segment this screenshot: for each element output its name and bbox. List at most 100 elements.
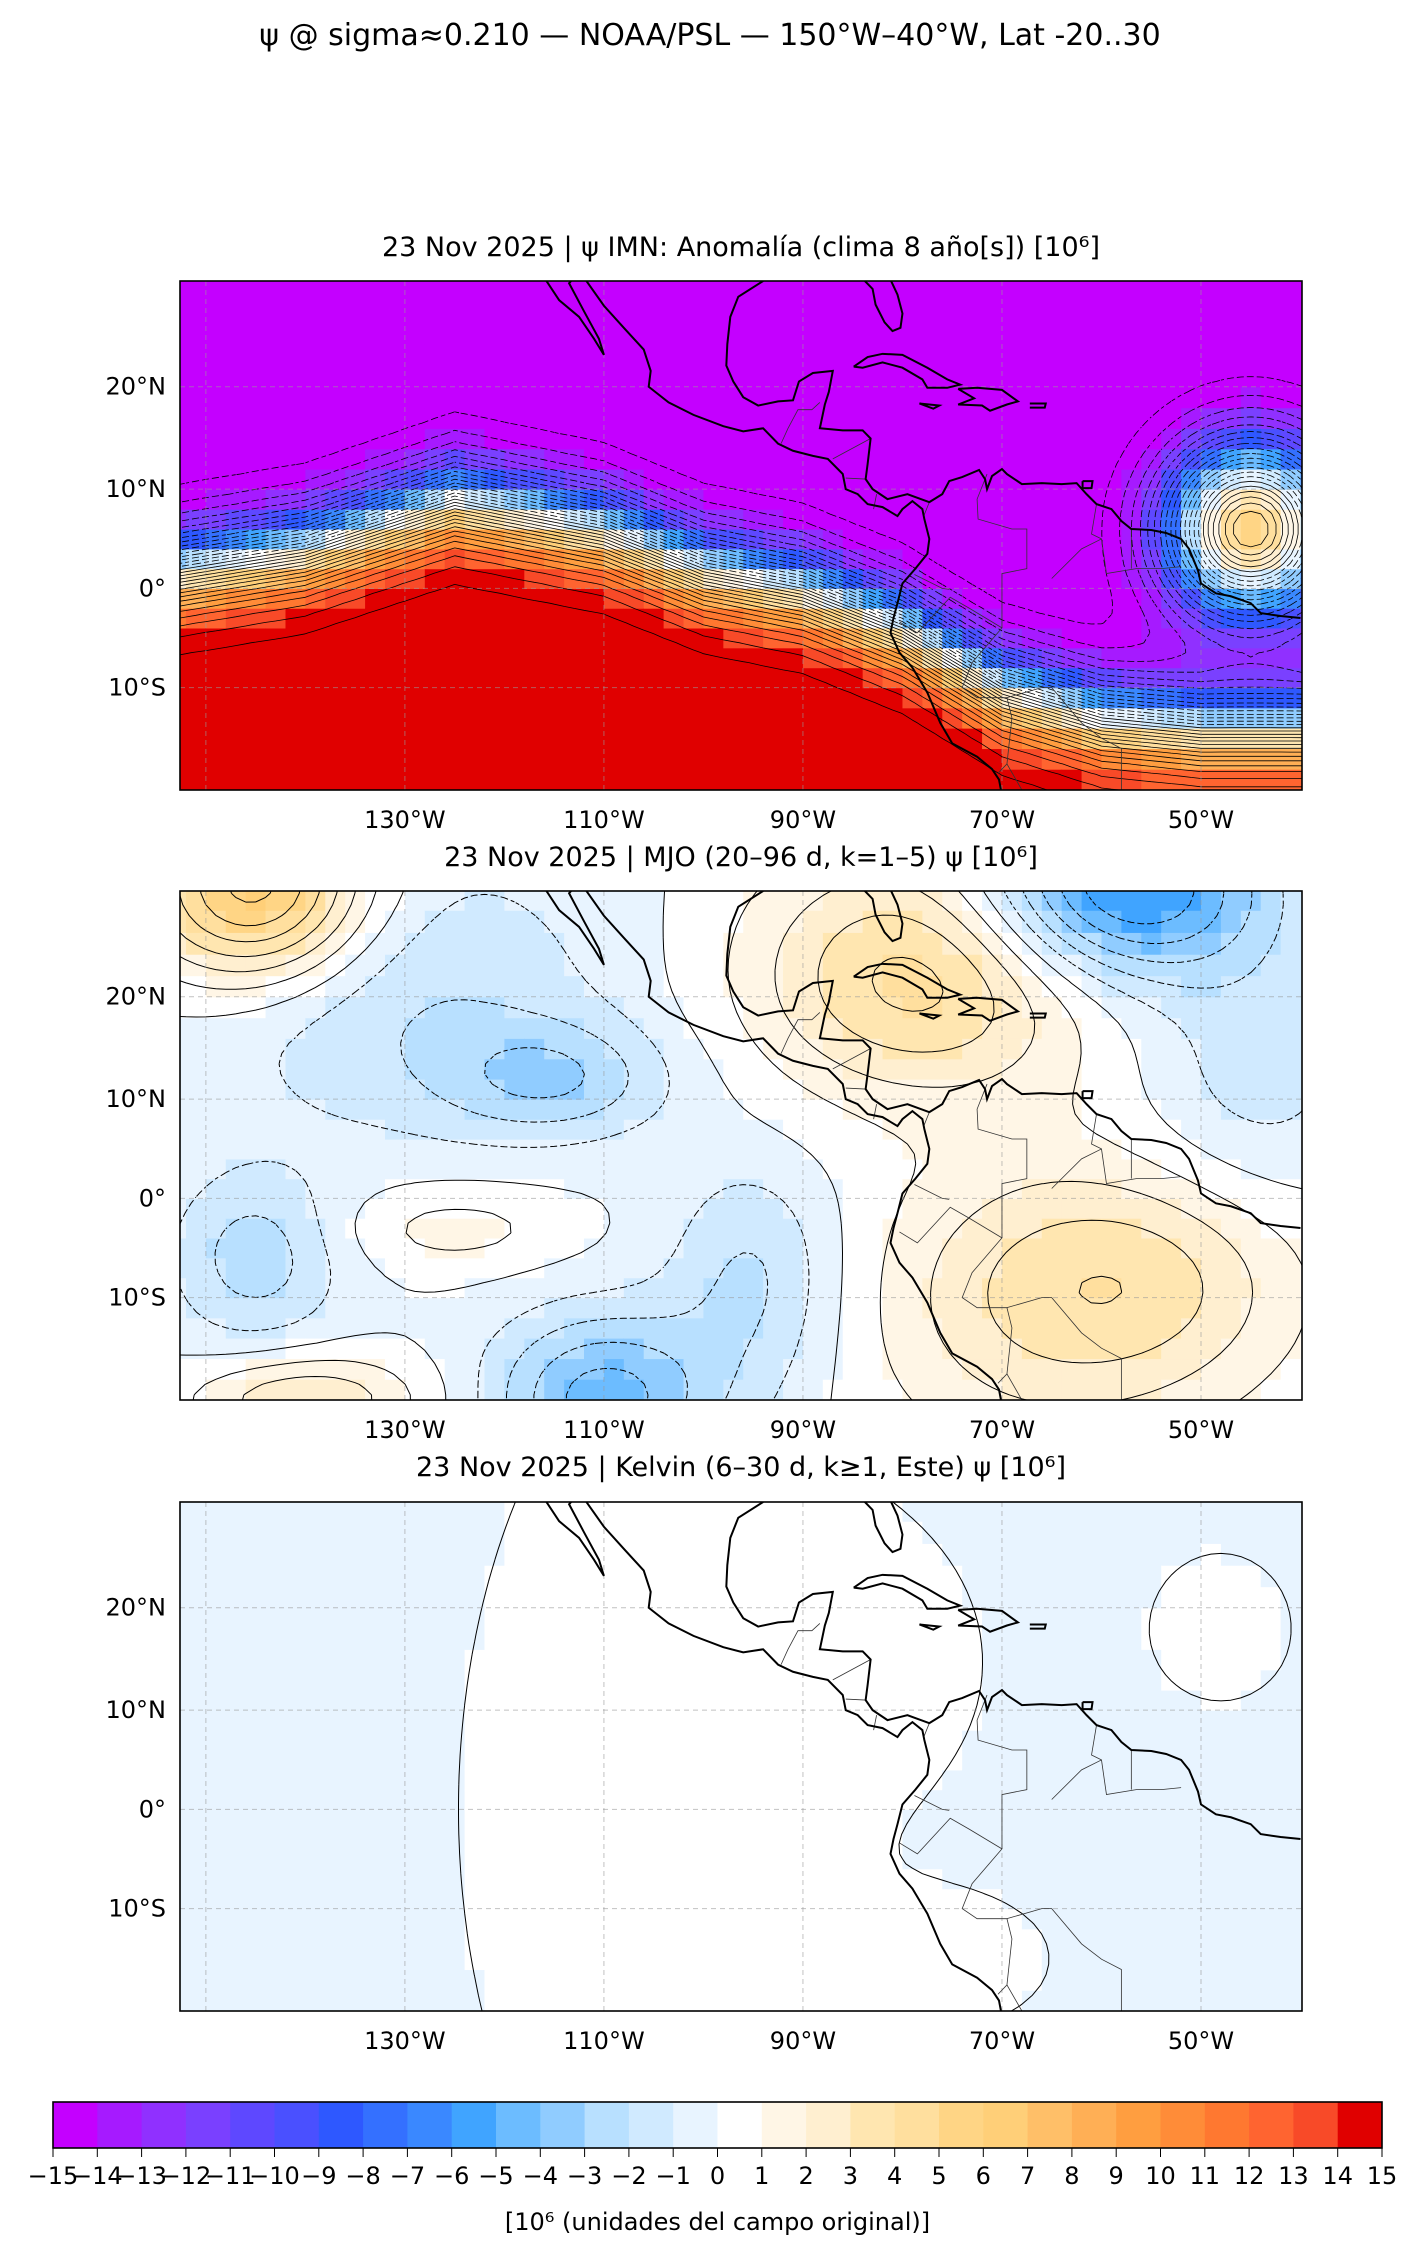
field-cell	[862, 1769, 884, 1791]
field-cell	[285, 1649, 306, 1671]
field-cell	[842, 667, 864, 689]
field-cell	[942, 1829, 963, 1850]
field-cell	[1161, 281, 1182, 301]
field-cell	[683, 1928, 705, 1950]
field-cell	[1200, 891, 1222, 911]
field-cell	[1240, 1908, 1262, 1930]
field-cell	[862, 1750, 884, 1771]
field-cell	[305, 1358, 326, 1380]
field-cell	[1141, 748, 1162, 770]
field-cell	[1181, 365, 1202, 388]
field-cell	[1141, 1521, 1162, 1544]
field-cell	[1200, 1669, 1222, 1691]
field-cell	[703, 1198, 724, 1219]
field-cell	[882, 1139, 904, 1160]
field-cell	[842, 407, 864, 429]
field-cell	[843, 1499, 864, 1500]
field-cell	[822, 1543, 844, 1566]
field-cell	[703, 509, 724, 530]
field-cell	[404, 1317, 426, 1339]
field-cell	[623, 1317, 645, 1339]
field-cell	[444, 1297, 466, 1319]
field-cell	[1041, 1078, 1063, 1100]
field-cell	[1260, 489, 1282, 510]
field-cell	[603, 588, 625, 609]
field-cell	[1200, 996, 1222, 1019]
field-cell	[603, 996, 625, 1019]
colorbar-swatch	[496, 2102, 541, 2148]
lon-tick-label: 110°W	[563, 1416, 645, 1444]
field-cell	[962, 1379, 983, 1400]
contour-2	[180, 891, 1254, 1400]
field-cell	[444, 1099, 466, 1120]
field-cell	[1121, 1868, 1142, 1890]
field-cell	[365, 627, 386, 649]
field-cell	[1041, 1297, 1063, 1319]
field-cell	[643, 1178, 665, 1199]
field-cell	[1280, 1078, 1302, 1100]
field-cell	[345, 1710, 366, 1731]
field-cell	[942, 1119, 963, 1140]
field-cell	[743, 1789, 764, 1810]
field-cell	[1220, 529, 1242, 550]
field-cell	[225, 281, 247, 301]
field-cell	[504, 1710, 525, 1731]
field-cell	[743, 1119, 764, 1140]
field-cell	[643, 1969, 665, 1991]
field-cell	[643, 300, 665, 323]
field-cell	[1300, 910, 1302, 933]
field-cell	[703, 1499, 724, 1500]
field-cell	[185, 1848, 207, 1870]
field-cell	[265, 1277, 287, 1299]
field-cell	[584, 748, 605, 770]
field-cell	[962, 1139, 983, 1160]
field-cell	[842, 365, 864, 388]
field-cell	[982, 1649, 1003, 1671]
field-cell	[822, 1099, 844, 1120]
field-cell	[1061, 1809, 1083, 1830]
field-cell	[882, 728, 904, 750]
field-cell	[663, 1868, 685, 1890]
field-cell	[723, 1829, 744, 1850]
field-cell	[623, 1669, 645, 1691]
field-cell	[524, 489, 545, 510]
field-cell	[1280, 1928, 1302, 1950]
field-cell	[1280, 386, 1302, 409]
field-cell	[1001, 489, 1023, 510]
field-cell	[584, 1949, 605, 1971]
field-cell	[464, 1888, 486, 1910]
field-cell	[305, 1277, 326, 1299]
field-cell	[1081, 1689, 1103, 1711]
field-cell	[1041, 1829, 1063, 1850]
field-cell	[1260, 1628, 1282, 1650]
field-cell	[862, 1928, 884, 1950]
field-cell	[464, 1586, 486, 1609]
field-cell	[763, 687, 784, 709]
field-cell	[584, 954, 605, 977]
field-cell	[1220, 954, 1242, 977]
field-cell	[1181, 1338, 1202, 1360]
colorbar-tick-label: −1	[656, 2162, 691, 2190]
field-cell	[185, 1543, 207, 1566]
field-cell	[783, 1099, 804, 1120]
field-cell	[285, 769, 306, 790]
field-cell	[404, 707, 426, 729]
field-cell	[743, 386, 764, 409]
field-cell	[205, 1888, 227, 1910]
field-cell	[822, 1990, 844, 2011]
field-cell	[504, 1119, 525, 1140]
field-cell	[1021, 1908, 1043, 1930]
field-cell	[205, 1198, 227, 1219]
field-cell	[404, 1586, 426, 1609]
field-cell	[683, 509, 705, 530]
field-cell	[1220, 667, 1242, 689]
field-cell	[325, 344, 346, 367]
field-cell	[245, 1139, 267, 1160]
field-cell	[743, 975, 764, 998]
field-cell	[265, 428, 287, 450]
field-cell	[404, 1297, 426, 1319]
field-cell	[962, 322, 983, 345]
field-cell	[345, 1543, 366, 1566]
field-fill	[180, 281, 1302, 790]
field-cell	[285, 647, 306, 669]
